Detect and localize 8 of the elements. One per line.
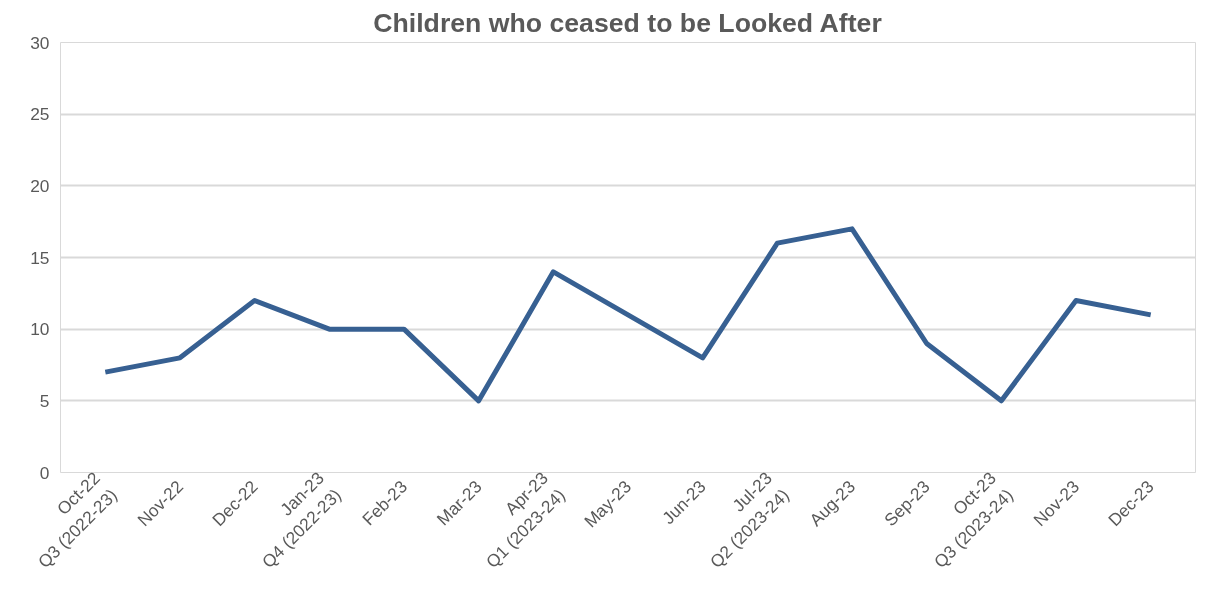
- y-tick-label: 10: [30, 319, 50, 340]
- y-tick-label: 5: [39, 390, 50, 411]
- y-tick-label: 25: [30, 104, 50, 125]
- y-tick-label: 15: [30, 247, 50, 268]
- y-tick-label: 30: [30, 32, 50, 53]
- y-tick-label: 20: [30, 175, 50, 196]
- chart-title: Children who ceased to be Looked After: [373, 7, 882, 38]
- y-tick-label: 0: [39, 462, 50, 483]
